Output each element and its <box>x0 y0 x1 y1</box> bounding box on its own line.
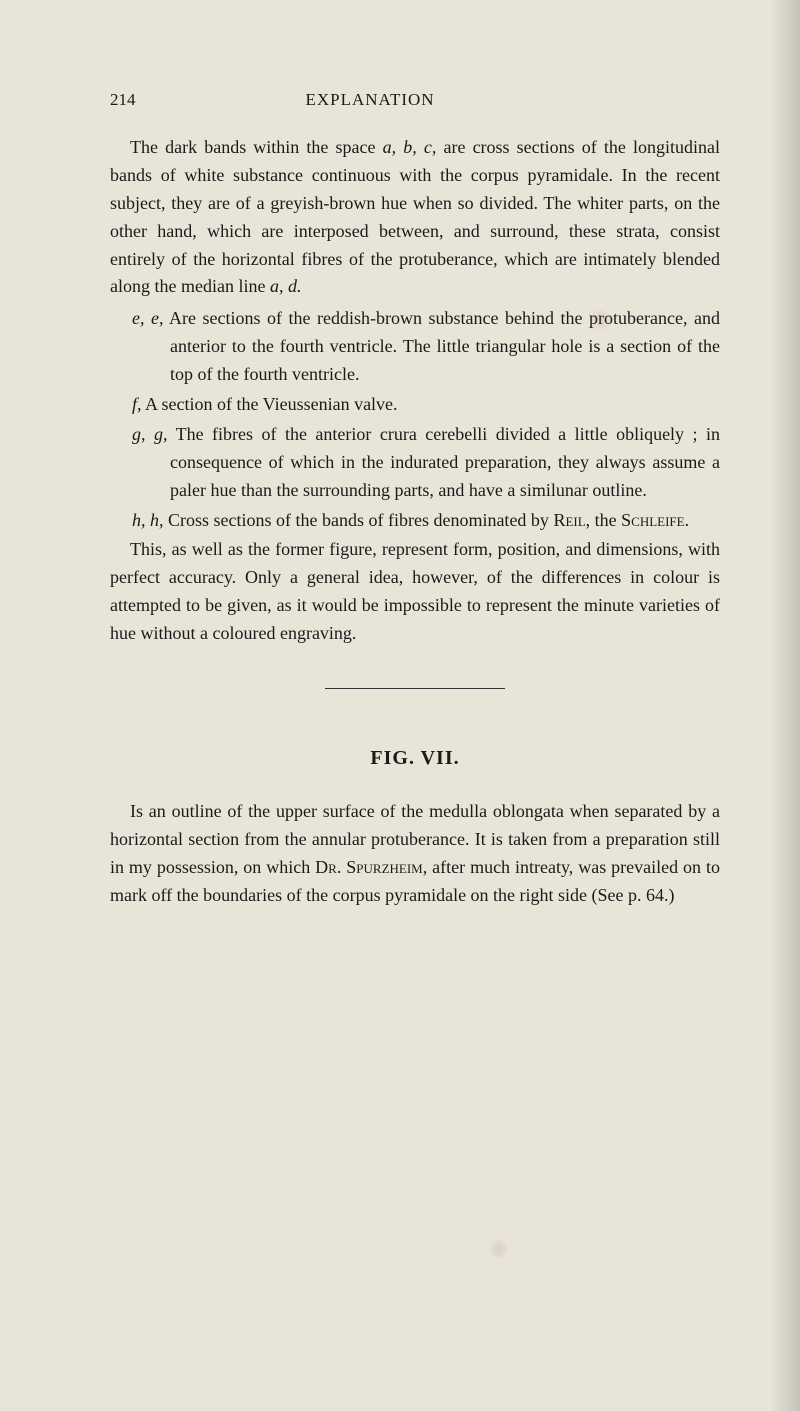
def-f: f, A section of the Vieussenian valve. <box>110 391 720 419</box>
def-e-text: Are sections of the reddish-brown substa… <box>164 308 721 384</box>
p1-cont1: are cross sections of the longitudinal b… <box>110 137 720 296</box>
page-number: 214 <box>110 90 136 110</box>
header-title: EXPLANATION <box>306 90 435 110</box>
def-f-text: A section of the Vieussenian valve. <box>142 394 398 414</box>
def-f-label: f, <box>132 394 142 414</box>
foxing-mark <box>590 310 610 330</box>
foxing-mark <box>490 1240 508 1258</box>
p1-ital2: a, d. <box>270 276 302 296</box>
p1-text: The dark bands within the space <box>130 137 383 157</box>
def-g-text: The fibres of the anterior crura cerebel… <box>167 424 720 500</box>
page-header: 214 EXPLANATION <box>110 90 720 110</box>
def-h-after: . <box>685 510 690 530</box>
def-h-mid: , the <box>586 510 622 530</box>
def-h-label: h, h, <box>132 510 164 530</box>
page-shadow <box>770 0 800 1411</box>
paragraph-1: The dark bands within the space a, b, c,… <box>110 134 720 301</box>
def-h-before: Cross sections of the bands of fibres de… <box>164 510 554 530</box>
section-divider <box>325 688 505 689</box>
def-e-label: e, e, <box>132 308 164 328</box>
def-g-label: g, g, <box>132 424 167 444</box>
def-h-name1: Reil <box>553 510 585 530</box>
p3-dr: Dr. Spurzheim <box>315 857 423 877</box>
def-h-name2: Schleife <box>621 510 684 530</box>
def-h: h, h, Cross sections of the bands of fib… <box>110 507 720 535</box>
def-g: g, g, The fibres of the anterior crura c… <box>110 421 720 505</box>
p1-ital1: a, b, c, <box>383 137 437 157</box>
page-content: 214 EXPLANATION The dark bands within th… <box>0 0 800 974</box>
paragraph-2: This, as well as the former figure, repr… <box>110 536 720 648</box>
figure-heading: FIG. VII. <box>110 747 720 770</box>
def-e: e, e, Are sections of the reddish-brown … <box>110 305 720 389</box>
paragraph-3: Is an outline of the upper surface of th… <box>110 798 720 910</box>
